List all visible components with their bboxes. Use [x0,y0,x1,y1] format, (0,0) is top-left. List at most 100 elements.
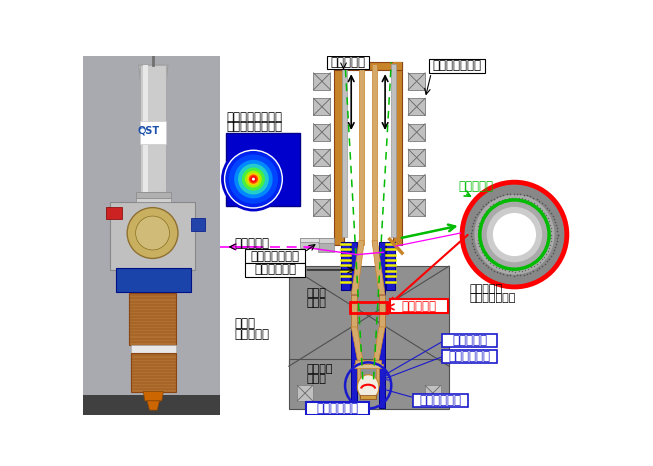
Bar [227,133,300,206]
Bar [136,199,171,202]
Bar [300,239,319,247]
Bar [297,385,313,401]
Bar [116,267,191,292]
Bar [408,199,425,216]
Bar [408,174,425,192]
Bar [408,73,425,90]
Circle shape [242,168,265,191]
Circle shape [245,171,262,188]
Bar [408,123,425,141]
Bar [318,239,334,252]
Bar [129,293,176,345]
Bar [313,73,330,90]
Bar [289,358,449,409]
Bar [131,345,176,353]
Polygon shape [147,401,159,410]
Bar [318,239,334,243]
Text: マイクロ波分布: マイクロ波分布 [470,294,516,303]
Circle shape [234,160,273,199]
Circle shape [140,128,146,134]
Bar [391,64,396,237]
Bar [143,65,148,192]
Bar [408,149,425,166]
Bar [342,242,351,290]
Bar [425,385,441,401]
Bar [349,302,387,313]
FancyBboxPatch shape [306,402,368,415]
Text: スイープコイル: スイープコイル [432,60,481,72]
Text: 空洞内での: 空洞内での [470,284,503,294]
Bar [313,149,330,166]
Bar [84,395,220,415]
Text: マイクロ波: マイクロ波 [234,237,269,250]
Bar [106,207,121,219]
Text: カソード電極: カソード電極 [419,394,462,407]
FancyBboxPatch shape [443,334,497,347]
FancyBboxPatch shape [245,263,306,276]
FancyBboxPatch shape [428,59,485,73]
Circle shape [140,128,145,133]
FancyBboxPatch shape [390,299,448,313]
Bar [191,218,205,232]
Polygon shape [372,241,385,295]
FancyBboxPatch shape [245,249,306,263]
Bar [351,242,357,408]
FancyBboxPatch shape [413,394,468,407]
Text: モード変換器: モード変換器 [254,263,296,276]
Text: のマイクロ波分布: のマイクロ波分布 [227,120,283,133]
Bar [313,123,330,141]
Bar [357,364,360,385]
Polygon shape [334,62,343,70]
Bar [393,62,402,245]
Bar [379,295,385,327]
Text: ダイヤモンド窓: ダイヤモンド窓 [251,250,300,263]
Circle shape [238,164,269,194]
Bar [313,199,330,216]
Text: 空洞共振器: 空洞共振器 [402,300,436,313]
Bar [110,202,195,270]
Bar [347,64,391,237]
Circle shape [136,216,170,250]
Bar [376,364,379,385]
Text: QST: QST [138,126,160,136]
Bar [313,98,330,115]
Polygon shape [143,391,163,401]
Bar [84,56,220,415]
Text: コイル: コイル [306,298,326,308]
FancyBboxPatch shape [327,56,370,69]
Circle shape [229,155,278,204]
Circle shape [252,178,255,181]
Bar [300,239,319,242]
Bar [334,62,402,70]
Circle shape [250,176,257,182]
Bar [386,242,395,290]
Bar [342,64,347,237]
Bar [131,353,176,391]
Bar [359,64,364,245]
Bar [372,64,377,245]
Bar [408,98,425,115]
Bar [136,192,171,199]
Bar [334,62,343,245]
Bar [355,360,381,364]
Circle shape [224,150,283,208]
Polygon shape [351,241,364,295]
Text: 補助磁場: 補助磁場 [306,364,333,374]
Text: 主磁場: 主磁場 [306,288,326,298]
Text: アノード電極: アノード電極 [449,350,491,363]
Text: 電子ビーム: 電子ビーム [458,180,493,193]
Circle shape [475,194,554,274]
FancyBboxPatch shape [443,350,497,363]
Bar [313,174,330,192]
Polygon shape [374,327,385,360]
Bar [379,242,385,408]
Text: ダイヤモンド窓で: ダイヤモンド窓で [227,111,283,123]
Text: 三極型電子銃: 三極型電子銃 [316,402,358,415]
Bar [84,56,220,415]
Circle shape [127,208,178,259]
Text: マグネット: マグネット [234,328,269,341]
Polygon shape [393,62,402,70]
Bar [351,295,357,327]
Circle shape [486,207,542,262]
Text: 超伝導: 超伝導 [234,317,255,330]
